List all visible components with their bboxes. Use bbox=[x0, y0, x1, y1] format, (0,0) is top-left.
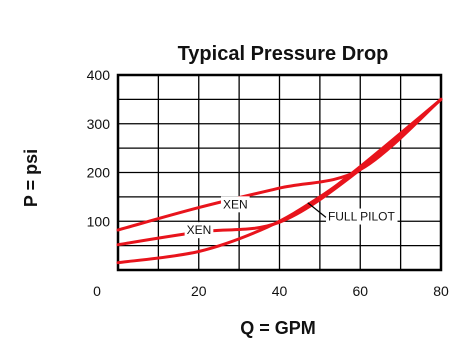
origin-tick-label: 0 bbox=[93, 283, 101, 299]
y-tick-label: 300 bbox=[87, 116, 111, 132]
chart-title: Typical Pressure Drop bbox=[178, 43, 389, 65]
x-tick-label: 20 bbox=[191, 283, 207, 299]
annotation-background bbox=[325, 208, 398, 225]
x-tick-label: 80 bbox=[433, 283, 449, 299]
annotation-arrow bbox=[307, 202, 327, 218]
y-axis-label: P = psi bbox=[21, 149, 41, 207]
y-tick-label: 400 bbox=[87, 67, 111, 83]
annotation-label: XEN bbox=[223, 197, 248, 211]
annotation-background bbox=[184, 222, 214, 239]
x-tick-label: 40 bbox=[272, 283, 288, 299]
plot-area: 20 40 60 80 100 200 300 400 XEN XEN FULL PILOT bbox=[87, 67, 449, 299]
series-line-1 bbox=[116, 97, 443, 232]
x-tick-label: 60 bbox=[352, 283, 368, 299]
y-tick-label: 100 bbox=[87, 213, 111, 229]
annotation-background bbox=[220, 196, 250, 213]
y-tick-label: 200 bbox=[87, 165, 111, 181]
annotation-label: FULL PILOT bbox=[328, 210, 396, 224]
annotation-label: XEN bbox=[187, 223, 212, 237]
x-axis-label: Q = GPM bbox=[240, 318, 316, 338]
plot-frame bbox=[116, 73, 443, 272]
series-line-3 bbox=[116, 97, 443, 265]
